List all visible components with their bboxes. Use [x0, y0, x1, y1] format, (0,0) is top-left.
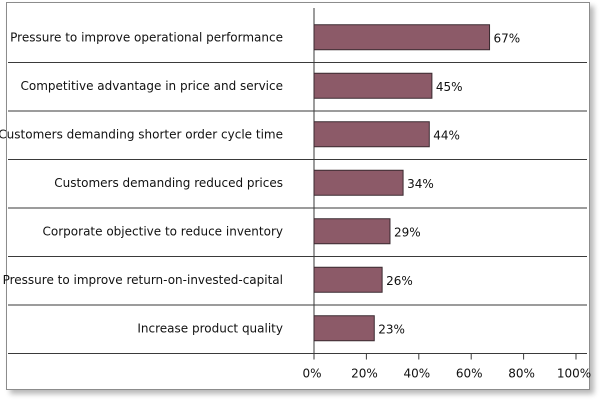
- bar: [313, 266, 383, 293]
- bar: [313, 169, 404, 196]
- x-tick-label: 100%: [557, 367, 591, 381]
- x-tick-label: 20%: [351, 367, 378, 381]
- category-label: Corporate objective to reduce inventory: [43, 224, 283, 238]
- value-label: 34%: [407, 177, 434, 191]
- value-label: 26%: [386, 274, 413, 288]
- value-label: 29%: [394, 225, 421, 239]
- value-labels: 67% 45% 44% 34% 29% 26% 23%: [378, 31, 520, 336]
- category-label: Increase product quality: [137, 321, 283, 335]
- category-dividers: [8, 62, 587, 354]
- bar: [313, 218, 391, 245]
- bars: [313, 24, 491, 342]
- bar: [313, 24, 491, 51]
- x-tick-label: 80%: [508, 367, 535, 381]
- category-label: Competitive advantage in price and servi…: [21, 79, 284, 93]
- category-label: Pressure to improve return-on-invested-c…: [3, 273, 283, 287]
- value-label: 67%: [494, 31, 521, 45]
- bar: [313, 315, 375, 342]
- value-label: 23%: [378, 322, 405, 336]
- x-axis-ticks: 0% 20% 40% 60% 80% 100%: [302, 353, 591, 381]
- category-label: Customers demanding reduced prices: [54, 176, 283, 190]
- category-label: Pressure to improve operational performa…: [10, 30, 283, 44]
- x-tick-label: 40%: [403, 367, 430, 381]
- category-labels: Pressure to improve operational performa…: [0, 30, 283, 335]
- bar: [313, 72, 433, 99]
- bar: [313, 121, 430, 148]
- category-label: Customers demanding shorter order cycle …: [0, 127, 283, 141]
- chart-frame: [6, 2, 590, 390]
- x-tick-label: 0%: [302, 367, 321, 381]
- value-label: 44%: [433, 128, 460, 142]
- value-label: 45%: [436, 80, 463, 94]
- x-tick-label: 60%: [456, 367, 483, 381]
